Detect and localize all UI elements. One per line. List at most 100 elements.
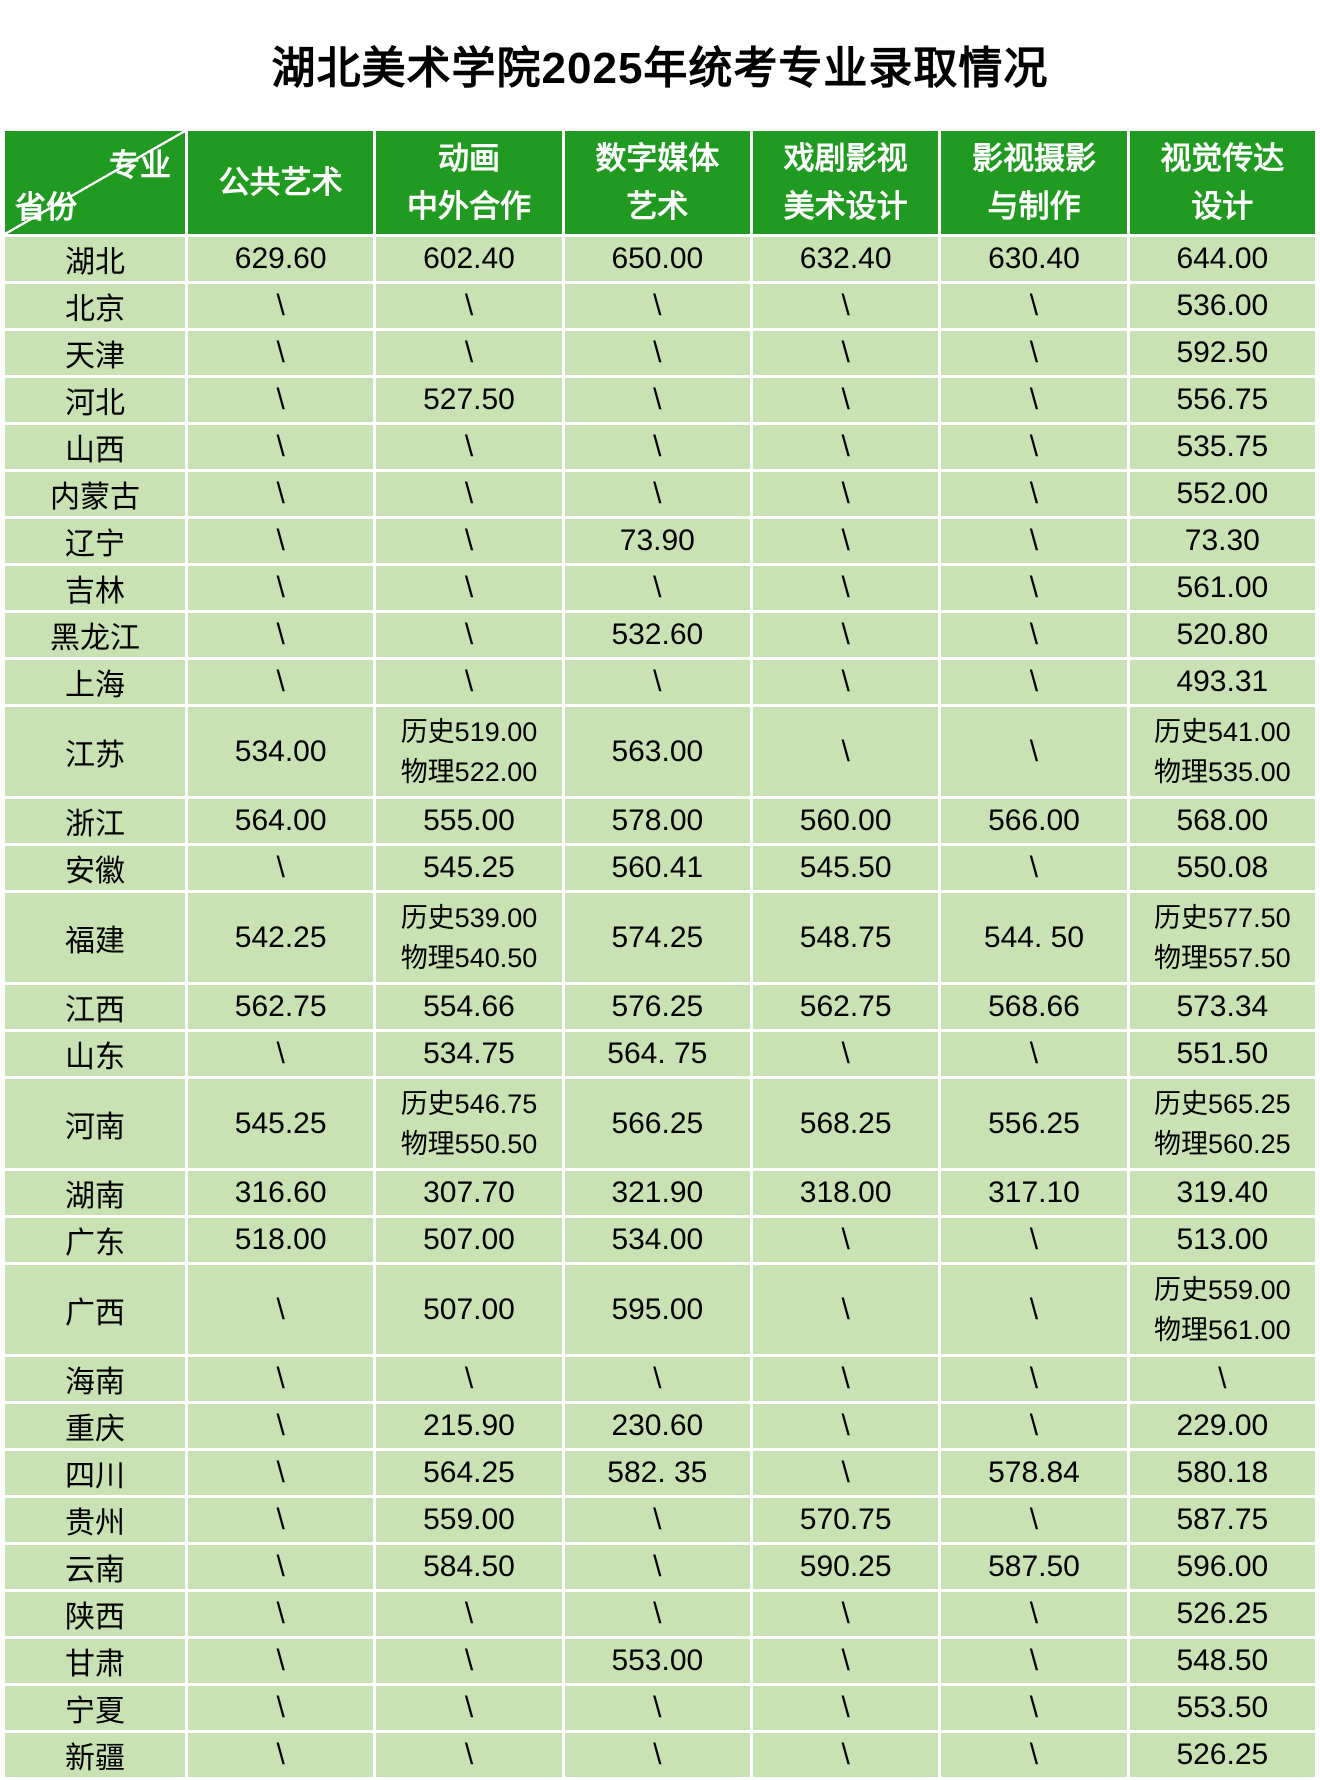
- score-cell: \: [938, 328, 1130, 378]
- score-cell: \: [184, 1448, 377, 1498]
- score-cell: \: [749, 1354, 942, 1404]
- page-title: 湖北美术学院2025年统考专业录取情况: [271, 44, 1049, 93]
- province-cell: 辽宁: [2, 516, 188, 566]
- score-cell: 536.00: [1126, 281, 1319, 331]
- score-cell: \: [749, 704, 942, 799]
- score-cell: \: [373, 328, 565, 378]
- score-cell: \: [184, 1495, 377, 1545]
- table-row: 甘肃 \ \ 553.00 \ \ 548.50: [2, 1636, 1319, 1686]
- score-cell: \: [938, 1495, 1130, 1545]
- province-cell: 宁夏: [2, 1683, 188, 1733]
- score-cell: \: [938, 1636, 1130, 1686]
- score-cell: 556.75: [1126, 375, 1319, 425]
- score-cell: 534.00: [561, 1215, 753, 1265]
- table-row: 安徽 \ 545.25 560.41 545.50 \ 550.08: [2, 843, 1319, 893]
- score-cell: 592.50: [1126, 328, 1319, 378]
- province-cell: 山东: [2, 1029, 188, 1079]
- province-cell: 内蒙古: [2, 469, 188, 519]
- table-row: 江西 562.75 554.66 576.25 562.75 568.66 573.34: [2, 982, 1319, 1032]
- score-cell: 587.75: [1126, 1495, 1319, 1545]
- table-row: 广东 518.00 507.00 534.00 \ \ 513.00: [2, 1215, 1319, 1265]
- header-film-photography-production: 影视摄影 与制作: [938, 128, 1130, 237]
- table-row: 浙江 564.00 555.00 578.00 560.00 566.00 568.00: [2, 796, 1319, 846]
- score-cell: 548.50: [1126, 1636, 1319, 1686]
- score-cell: \: [561, 1495, 753, 1545]
- province-cell: 山西: [2, 422, 188, 472]
- score-cell: \: [749, 1683, 942, 1733]
- table-row: 贵州 \ 559.00 \ 570.75 \ 587.75: [2, 1495, 1319, 1545]
- score-cell: \: [749, 1215, 942, 1265]
- score-cell: \: [749, 1636, 942, 1686]
- score-cell: 596.00: [1126, 1542, 1319, 1592]
- province-cell: 四川: [2, 1448, 188, 1498]
- score-cell: \: [749, 657, 942, 707]
- score-cell: 555.00: [373, 796, 565, 846]
- province-cell: 甘肃: [2, 1636, 188, 1686]
- score-cell: 602.40: [373, 234, 565, 284]
- score-cell: 319.40: [1126, 1168, 1319, 1218]
- table-row: 海南 \ \ \ \ \ \: [2, 1354, 1319, 1404]
- score-cell: \: [561, 563, 753, 613]
- score-cell: \: [749, 563, 942, 613]
- score-cell: 535.75: [1126, 422, 1319, 472]
- score-cell: 历史559.00 物理561.00: [1126, 1262, 1319, 1357]
- score-cell: 587.50: [938, 1542, 1130, 1592]
- score-cell: \: [561, 375, 753, 425]
- table-row: 新疆 \ \ \ \ \ 526.25: [2, 1730, 1319, 1780]
- province-cell: 黑龙江: [2, 610, 188, 660]
- score-cell: \: [184, 1683, 377, 1733]
- score-cell: \: [184, 1401, 377, 1451]
- score-cell: \: [749, 1029, 942, 1079]
- province-cell: 重庆: [2, 1401, 188, 1451]
- score-cell: \: [938, 704, 1130, 799]
- score-cell: 545.50: [749, 843, 942, 893]
- score-cell: \: [749, 422, 942, 472]
- score-cell: 507.00: [373, 1262, 565, 1357]
- score-cell: \: [749, 281, 942, 331]
- province-cell: 天津: [2, 328, 188, 378]
- score-cell: \: [184, 1262, 377, 1357]
- corner-label-major: 专业: [109, 148, 171, 183]
- score-cell: 518.00: [184, 1215, 377, 1265]
- score-cell: \: [373, 1589, 565, 1639]
- score-cell: 307.70: [373, 1168, 565, 1218]
- table-row: 上海 \ \ \ \ \ 493.31: [2, 657, 1319, 707]
- score-cell: 526.25: [1126, 1730, 1319, 1780]
- score-cell: 545.25: [373, 843, 565, 893]
- table-row: 宁夏 \ \ \ \ \ 553.50: [2, 1683, 1319, 1733]
- score-cell: 545.25: [184, 1076, 377, 1171]
- province-cell: 湖北: [2, 234, 188, 284]
- score-cell: \: [561, 328, 753, 378]
- score-cell: 568.25: [749, 1076, 942, 1171]
- score-cell: \: [561, 1683, 753, 1733]
- score-cell: 534.00: [184, 704, 377, 799]
- score-cell: \: [184, 610, 377, 660]
- score-cell: 553.50: [1126, 1683, 1319, 1733]
- score-cell: 316.60: [184, 1168, 377, 1218]
- score-cell: \: [373, 657, 565, 707]
- score-cell: 73.30: [1126, 516, 1319, 566]
- province-cell: 河南: [2, 1076, 188, 1171]
- score-cell: 551.50: [1126, 1029, 1319, 1079]
- score-cell: 507.00: [373, 1215, 565, 1265]
- score-cell: \: [373, 1636, 565, 1686]
- table-row: 湖北 629.60 602.40 650.00 632.40 630.40 644.00: [2, 234, 1319, 284]
- score-cell: \: [938, 1401, 1130, 1451]
- province-cell: 上海: [2, 657, 188, 707]
- score-cell: \: [938, 516, 1130, 566]
- score-cell: 552.00: [1126, 469, 1319, 519]
- score-cell: 520.80: [1126, 610, 1319, 660]
- score-cell: \: [938, 422, 1130, 472]
- province-cell: 新疆: [2, 1730, 188, 1780]
- score-cell: 644.00: [1126, 234, 1319, 284]
- province-cell: 湖南: [2, 1168, 188, 1218]
- province-cell: 安徽: [2, 843, 188, 893]
- score-cell: \: [184, 422, 377, 472]
- score-cell: \: [749, 1448, 942, 1498]
- table-row: 天津 \ \ \ \ \ 592.50: [2, 328, 1319, 378]
- score-cell: 321.90: [561, 1168, 753, 1218]
- score-cell: \: [184, 657, 377, 707]
- score-cell: \: [749, 328, 942, 378]
- score-cell: 317.10: [938, 1168, 1130, 1218]
- table-row: 黑龙江 \ \ 532.60 \ \ 520.80: [2, 610, 1319, 660]
